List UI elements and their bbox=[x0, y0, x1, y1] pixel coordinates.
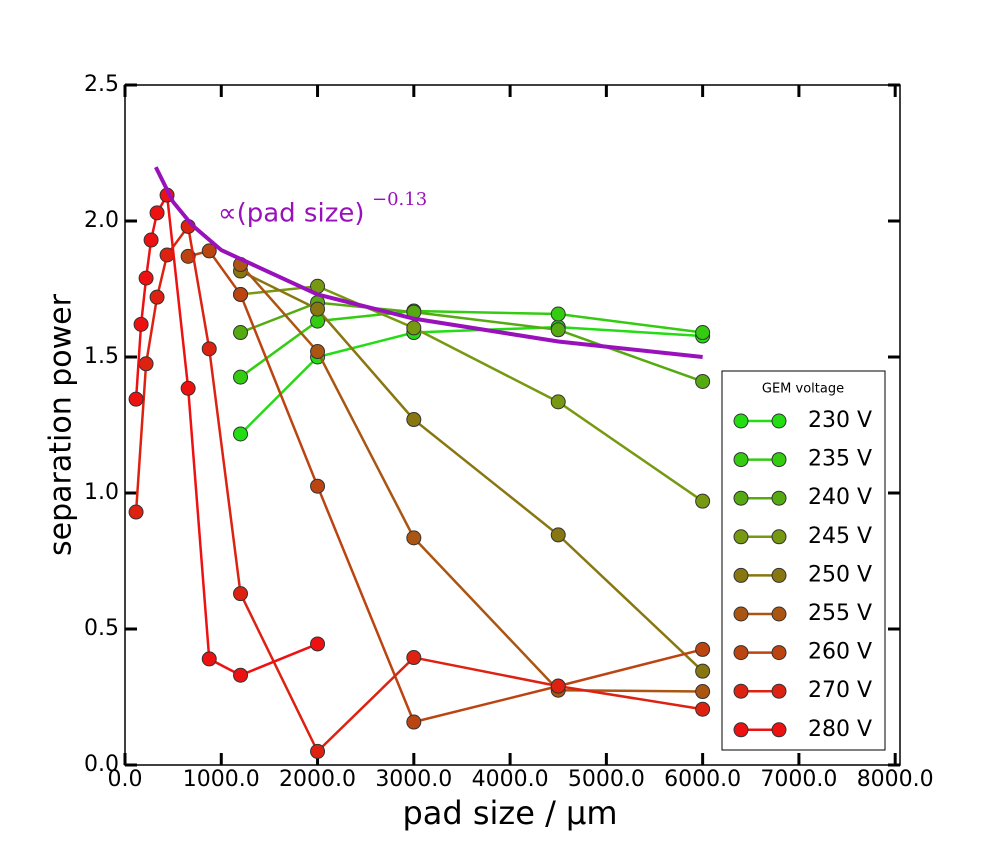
legend-label: 240 V bbox=[808, 485, 872, 510]
data-point bbox=[201, 341, 217, 357]
data-point bbox=[406, 650, 422, 666]
data-point bbox=[695, 641, 711, 657]
x-tick-label: 1000.0 bbox=[183, 767, 260, 792]
legend-label: 235 V bbox=[808, 447, 872, 472]
legend-marker bbox=[733, 452, 749, 468]
data-point bbox=[180, 380, 196, 396]
data-point bbox=[233, 369, 249, 385]
fit-exponent: −0.13 bbox=[372, 189, 427, 210]
data-point bbox=[233, 325, 249, 341]
data-point bbox=[233, 426, 249, 442]
series-line bbox=[134, 223, 703, 754]
legend-marker bbox=[771, 567, 787, 583]
legend-label: 260 V bbox=[808, 640, 872, 665]
legend-marker bbox=[771, 645, 787, 661]
legend-marker bbox=[733, 567, 749, 583]
y-tick-label: 0.0 bbox=[84, 752, 119, 777]
data-point bbox=[406, 530, 422, 546]
data-point bbox=[695, 684, 711, 700]
data-point bbox=[233, 667, 249, 683]
data-point bbox=[310, 743, 326, 759]
data-point bbox=[695, 701, 711, 717]
series-line bbox=[134, 191, 319, 677]
data-point bbox=[695, 663, 711, 679]
data-point bbox=[133, 316, 149, 332]
x-tick-label: 3000.0 bbox=[375, 767, 452, 792]
data-point bbox=[149, 205, 165, 221]
data-point bbox=[138, 270, 154, 286]
data-point bbox=[550, 678, 566, 694]
x-tick-label: 6000.0 bbox=[664, 767, 741, 792]
data-point bbox=[310, 344, 326, 360]
legend-marker bbox=[733, 722, 749, 738]
data-point bbox=[128, 504, 144, 520]
legend-marker bbox=[771, 529, 787, 545]
x-tick-label: 0.0 bbox=[108, 767, 143, 792]
data-point bbox=[201, 243, 217, 259]
legend-box bbox=[721, 370, 886, 751]
legend-marker bbox=[771, 452, 787, 468]
x-tick-label: 8000.0 bbox=[857, 767, 934, 792]
legend-marker bbox=[733, 490, 749, 506]
legend-marker bbox=[733, 645, 749, 661]
x-tick-label: 4000.0 bbox=[472, 767, 549, 792]
x-tick-label: 7000.0 bbox=[760, 767, 837, 792]
plot-frame bbox=[124, 84, 901, 766]
data-point bbox=[695, 325, 711, 341]
data-point bbox=[233, 586, 249, 602]
data-point bbox=[128, 391, 144, 407]
legend-label: 230 V bbox=[808, 408, 872, 433]
data-point bbox=[149, 289, 165, 305]
data-point bbox=[310, 636, 326, 652]
y-tick-label: 0.5 bbox=[84, 616, 119, 641]
data-point bbox=[550, 527, 566, 543]
legend-marker bbox=[771, 606, 787, 622]
data-point bbox=[695, 373, 711, 389]
legend-label: 250 V bbox=[808, 562, 872, 587]
data-point bbox=[406, 412, 422, 428]
data-point bbox=[550, 394, 566, 410]
data-point bbox=[695, 493, 711, 509]
data-point bbox=[310, 301, 326, 317]
y-tick-label: 1.0 bbox=[84, 480, 119, 505]
legend-label: 255 V bbox=[808, 601, 872, 626]
legend-marker bbox=[733, 529, 749, 545]
data-point bbox=[550, 322, 566, 338]
data-point bbox=[143, 232, 159, 248]
data-point bbox=[406, 320, 422, 336]
legend-title: GEM voltage bbox=[762, 382, 844, 397]
data-point bbox=[550, 306, 566, 322]
legend-label: 245 V bbox=[808, 524, 872, 549]
legend-marker bbox=[771, 413, 787, 429]
fit-label: ∝(pad size) bbox=[218, 199, 364, 229]
y-axis-label: separation power bbox=[44, 293, 79, 556]
legend-marker bbox=[733, 413, 749, 429]
data-point bbox=[233, 286, 249, 302]
legend-label: 280 V bbox=[808, 717, 872, 742]
x-tick-label: 5000.0 bbox=[568, 767, 645, 792]
fit-curve bbox=[154, 166, 703, 359]
legend-marker bbox=[771, 722, 787, 738]
legend-marker bbox=[771, 683, 787, 699]
data-point bbox=[310, 478, 326, 494]
x-tick-label: 2000.0 bbox=[279, 767, 356, 792]
legend-marker bbox=[733, 683, 749, 699]
data-point bbox=[406, 714, 422, 730]
y-tick-label: 2.0 bbox=[84, 208, 119, 233]
legend-marker bbox=[771, 490, 787, 506]
y-tick-label: 2.5 bbox=[84, 72, 119, 97]
data-point bbox=[201, 651, 217, 667]
legend-label: 270 V bbox=[808, 678, 872, 703]
data-point bbox=[138, 356, 154, 372]
legend-marker bbox=[733, 606, 749, 622]
y-tick-label: 1.5 bbox=[84, 344, 119, 369]
x-axis-label: pad size / μm bbox=[402, 794, 617, 832]
